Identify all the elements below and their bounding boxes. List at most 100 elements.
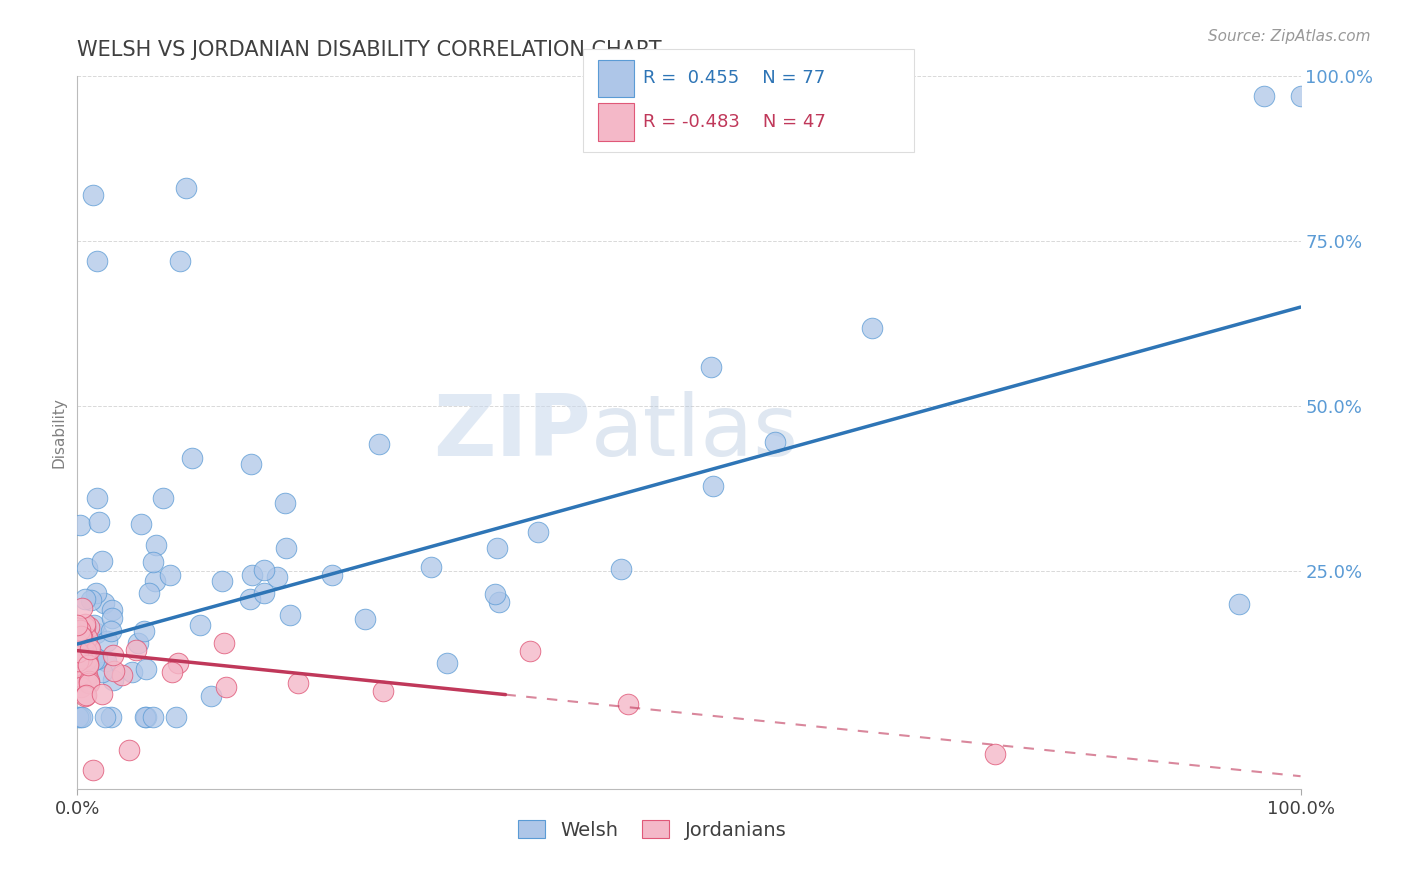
Point — [101, 648, 124, 662]
Point — [484, 587, 506, 601]
Point — [138, 585, 160, 599]
Point — [90, 687, 112, 701]
Point — [72, 639, 94, 653]
Text: atlas: atlas — [591, 391, 799, 475]
Point — [367, 437, 389, 451]
Point — [165, 710, 187, 724]
Point — [66, 618, 89, 632]
Point — [129, 516, 152, 531]
Point — [276, 541, 298, 555]
Point — [519, 644, 541, 658]
Point — [354, 611, 377, 625]
Point — [134, 710, 156, 724]
Point — [93, 596, 115, 610]
Point — [135, 710, 157, 724]
Point — [70, 630, 93, 644]
Y-axis label: Disability: Disability — [51, 397, 66, 468]
Point — [76, 657, 98, 671]
Point — [86, 491, 108, 505]
Point — [77, 643, 100, 657]
Point — [111, 668, 134, 682]
Point — [862, 320, 884, 334]
Point — [142, 710, 165, 724]
Point — [70, 600, 93, 615]
Point — [96, 633, 118, 648]
Point — [70, 710, 93, 724]
Point — [77, 620, 100, 634]
Point — [180, 451, 202, 466]
Point — [66, 636, 89, 650]
Point — [100, 710, 122, 724]
Point — [103, 673, 125, 687]
Point — [67, 645, 90, 659]
Point — [69, 623, 91, 637]
Point — [118, 743, 141, 757]
Point — [419, 560, 441, 574]
Point — [135, 662, 157, 676]
Point — [67, 710, 90, 724]
Point — [266, 570, 288, 584]
Point — [73, 689, 96, 703]
Legend: Welsh, Jordanians: Welsh, Jordanians — [510, 812, 794, 847]
Point — [252, 564, 274, 578]
Point — [145, 538, 167, 552]
Point — [214, 680, 236, 694]
Point — [67, 637, 90, 651]
Point — [100, 624, 122, 639]
Point — [253, 586, 276, 600]
Point — [984, 747, 1007, 762]
Point — [211, 574, 233, 588]
Text: Source: ZipAtlas.com: Source: ZipAtlas.com — [1208, 29, 1371, 45]
Point — [371, 683, 394, 698]
Point — [77, 676, 100, 690]
Point — [121, 665, 143, 679]
Point — [69, 633, 91, 648]
Point — [75, 675, 97, 690]
Point — [84, 586, 107, 600]
Point — [702, 478, 724, 492]
Point — [69, 647, 91, 661]
Point — [70, 680, 93, 694]
Point — [159, 567, 181, 582]
Text: WELSH VS JORDANIAN DISABILITY CORRELATION CHART: WELSH VS JORDANIAN DISABILITY CORRELATIO… — [77, 40, 662, 61]
Point — [80, 593, 103, 607]
Point — [1289, 88, 1312, 103]
Point — [90, 554, 112, 568]
Point — [94, 653, 117, 667]
Point — [86, 253, 108, 268]
Point — [167, 656, 190, 670]
Point — [75, 591, 97, 606]
Point — [143, 574, 166, 588]
Point — [101, 611, 124, 625]
Point — [1229, 598, 1251, 612]
Point — [174, 181, 197, 195]
Point — [66, 668, 89, 682]
Point — [142, 555, 165, 569]
Text: R =  0.455    N = 77: R = 0.455 N = 77 — [643, 70, 825, 87]
Point — [240, 567, 263, 582]
Point — [89, 516, 111, 530]
Point — [82, 763, 104, 777]
Point — [212, 636, 235, 650]
Point — [69, 518, 91, 533]
Point — [321, 568, 343, 582]
Point — [486, 541, 509, 556]
Point — [91, 665, 114, 679]
Point — [127, 636, 149, 650]
Point — [73, 620, 96, 634]
Point — [76, 560, 98, 574]
Point — [488, 595, 510, 609]
Point — [240, 457, 263, 471]
Point — [75, 616, 97, 631]
Point — [287, 675, 309, 690]
Point — [75, 654, 97, 668]
Point — [76, 631, 98, 645]
Point — [83, 653, 105, 667]
Point — [125, 643, 148, 657]
Point — [69, 648, 91, 662]
Point — [274, 495, 297, 509]
Point — [188, 617, 211, 632]
Point — [70, 629, 93, 643]
Point — [79, 642, 101, 657]
Text: R = -0.483    N = 47: R = -0.483 N = 47 — [643, 113, 825, 131]
